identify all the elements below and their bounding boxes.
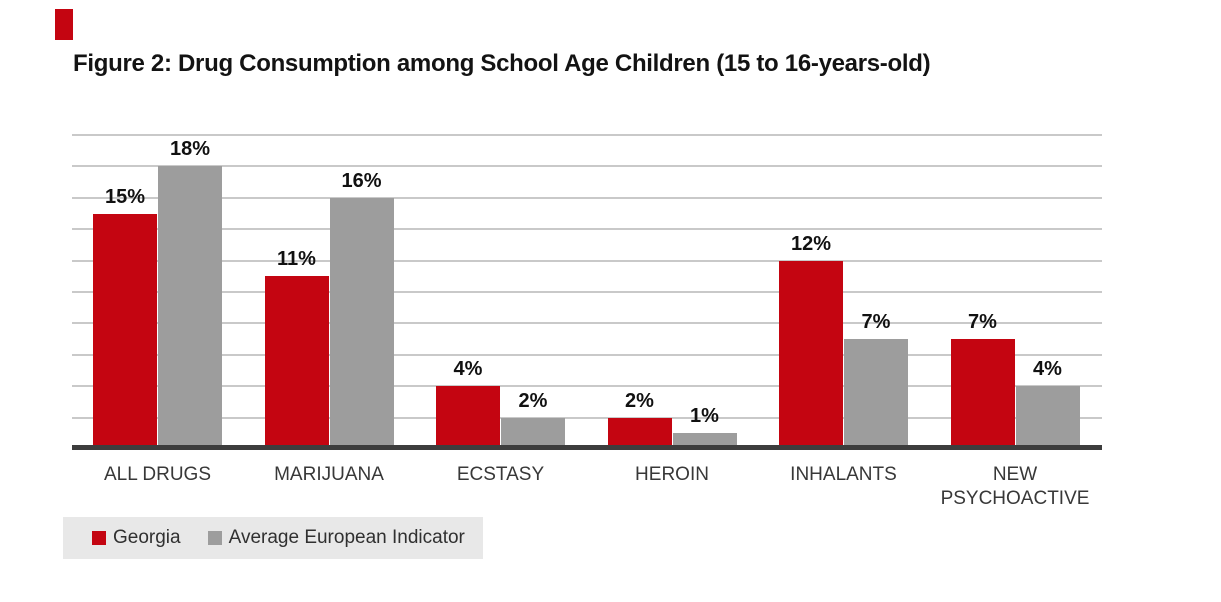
gridline (72, 322, 1102, 325)
bar-georgia-new-psychoactive (950, 339, 1015, 449)
value-label: 7% (968, 311, 997, 334)
legend-item-georgia: Georgia (92, 527, 181, 549)
category-label: MARIJUANA (274, 464, 384, 485)
value-label: 2% (518, 389, 548, 412)
bar-average-european-indicator-all-drugs (158, 166, 222, 449)
value-label: 15% (104, 185, 146, 208)
value-label: 12% (790, 232, 832, 255)
legend-label-georgia: Georgia (113, 527, 181, 548)
gridline (72, 196, 1102, 199)
gridline (72, 228, 1102, 231)
value-label: 16% (341, 169, 382, 192)
gridline (72, 165, 1102, 168)
gridline (72, 134, 1102, 136)
value-label: 2% (625, 389, 654, 412)
category-label: ALL DRUGS (104, 464, 211, 485)
bar-georgia-ecstasy (436, 386, 500, 449)
bar-average-european-indicator-marijuana (329, 197, 394, 449)
legend: Georgia Average European Indicator (63, 517, 483, 559)
value-label: 7% (861, 311, 891, 334)
figure-title: Figure 2: Drug Consumption among School … (73, 50, 931, 77)
category-label: HEROIN (635, 464, 709, 485)
bar-georgia-heroin (607, 417, 672, 449)
x-axis-line (72, 445, 1102, 450)
gridline (72, 385, 1102, 388)
bar-georgia-all-drugs (93, 213, 157, 449)
value-label: 1% (690, 405, 719, 428)
gridline (72, 353, 1102, 356)
gridline (72, 259, 1102, 262)
bar-georgia-marijuana (264, 276, 329, 449)
value-label: 4% (1033, 358, 1062, 381)
value-label: 11% (277, 248, 316, 271)
average-european-swatch-icon (207, 531, 222, 545)
georgia-swatch-icon (92, 531, 106, 545)
gridline (72, 291, 1102, 293)
value-label: 4% (453, 358, 483, 381)
category-label: NEW PSYCHOACTIVE (940, 464, 1090, 509)
bar-average-european-indicator-ecstasy (501, 417, 565, 449)
bar-average-european-indicator-inhalants (844, 339, 908, 449)
bar-georgia-inhalants (779, 260, 843, 449)
gridline (72, 416, 1102, 419)
category-label: INHALANTS (790, 464, 897, 485)
legend-item-average-european-indicator: Average European Indicator (207, 527, 465, 549)
category-label: ECSTASY (456, 464, 545, 485)
legend-label-average-european: Average European Indicator (228, 527, 465, 548)
red-accent-mark (55, 9, 73, 40)
value-label: 18% (169, 138, 211, 161)
bar-average-european-indicator-new-psychoactive (1015, 386, 1080, 449)
